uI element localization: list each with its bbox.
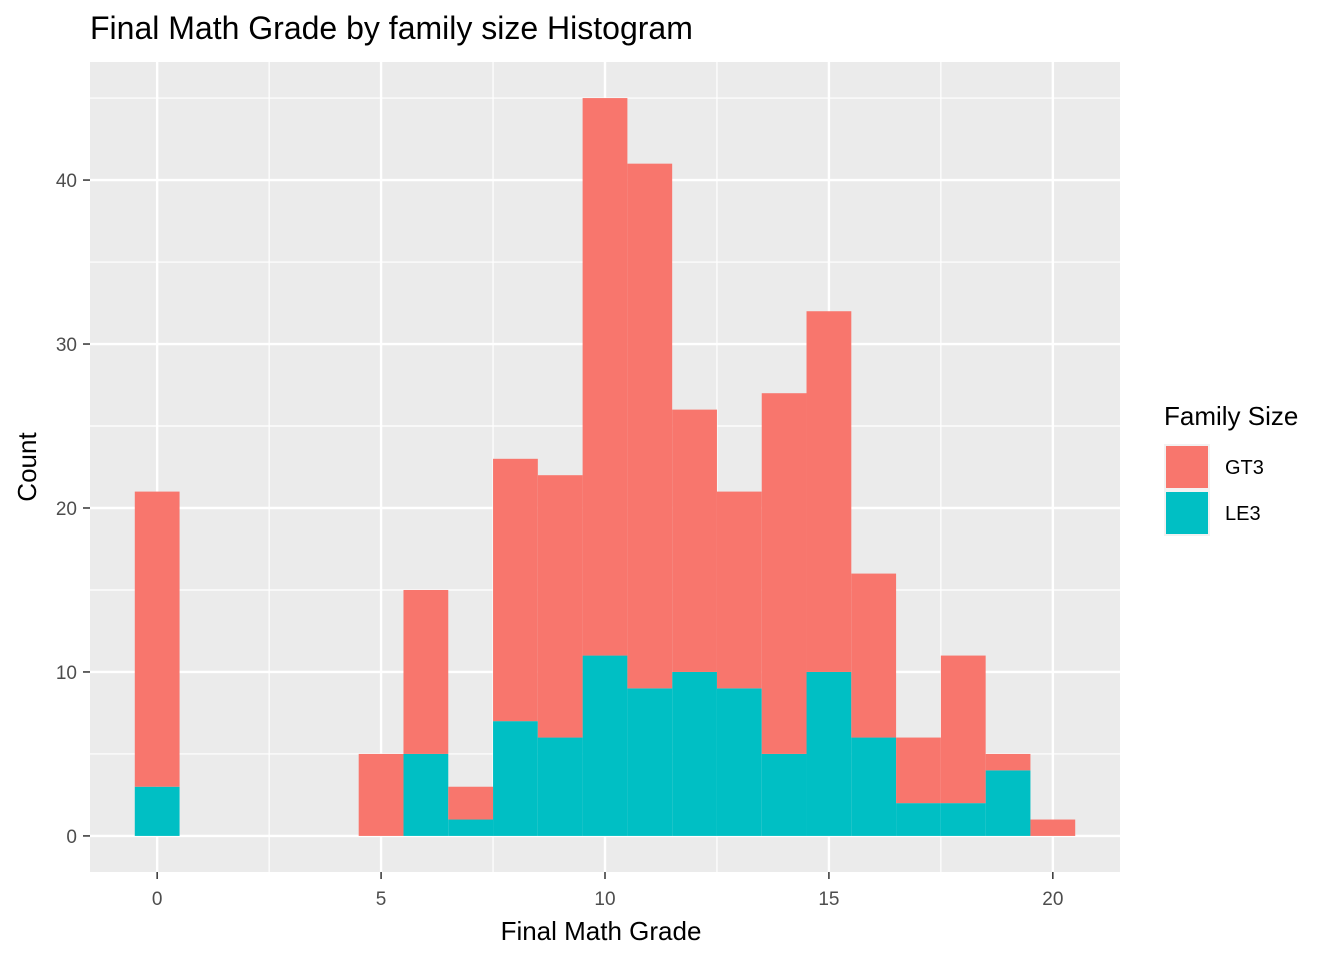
- legend-title: Family Size: [1164, 401, 1298, 431]
- y-tick-label: 0: [66, 827, 77, 848]
- bar-gt3-8: [493, 458, 538, 722]
- x-tick-label: 20: [1042, 889, 1063, 910]
- bar-le3-9: [537, 737, 583, 836]
- bar-le3-6: [403, 753, 449, 836]
- y-axis-title: Count: [12, 432, 42, 502]
- bar-gt3-13: [716, 491, 762, 689]
- legend-label-gt3: GT3: [1225, 457, 1264, 479]
- bar-gt3-16: [851, 573, 897, 738]
- y-tick-label: 40: [56, 171, 77, 192]
- y-tick-label: 10: [56, 663, 77, 684]
- bar-gt3-5: [358, 753, 404, 836]
- y-axis-ticks: 0 10 20 30 40: [56, 171, 90, 848]
- bar-le3-17: [896, 803, 941, 836]
- bar-gt3-9: [537, 475, 583, 738]
- bar-le3-10: [582, 655, 628, 836]
- y-tick-label: 30: [56, 335, 77, 356]
- bar-gt3-10: [582, 98, 628, 656]
- bar-le3-8: [493, 721, 538, 836]
- bar-le3-14: [761, 753, 807, 836]
- x-tick-label: 10: [594, 889, 615, 910]
- bars: [134, 98, 1076, 836]
- legend-swatch-le3: [1166, 492, 1208, 534]
- bar-le3-13: [716, 688, 762, 836]
- bar-gt3-0: [134, 491, 180, 787]
- bar-gt3-6: [403, 589, 449, 754]
- bar-le3-11: [627, 688, 673, 836]
- x-axis-ticks: 0 5 10 15 20: [152, 872, 1063, 910]
- bar-gt3-18: [940, 655, 986, 804]
- bar-gt3-14: [761, 393, 807, 754]
- legend-swatch-gt3: [1166, 446, 1208, 488]
- bar-le3-7: [448, 819, 494, 836]
- bar-gt3-12: [672, 409, 717, 672]
- x-axis-title: Final Math Grade: [501, 916, 702, 946]
- bar-gt3-20: [1030, 819, 1076, 836]
- bar-gt3-7: [448, 786, 494, 820]
- bar-gt3-15: [806, 311, 852, 672]
- bar-gt3-19: [985, 753, 1031, 771]
- legend: Family Size GT3 LE3: [1164, 401, 1298, 536]
- bar-le3-12: [672, 671, 717, 836]
- x-tick-label: 5: [376, 889, 387, 910]
- bar-le3-18: [940, 803, 986, 836]
- bar-gt3-17: [896, 737, 941, 804]
- bar-le3-19: [985, 770, 1031, 836]
- y-tick-label: 20: [56, 499, 77, 520]
- bar-gt3-11: [627, 163, 673, 689]
- bar-le3-15: [806, 671, 852, 836]
- bar-le3-16: [851, 737, 897, 836]
- chart-title: Final Math Grade by family size Histogra…: [90, 10, 693, 46]
- legend-label-le3: LE3: [1225, 503, 1261, 525]
- x-tick-label: 0: [152, 889, 163, 910]
- bar-le3-0: [134, 786, 180, 836]
- x-tick-label: 15: [818, 889, 839, 910]
